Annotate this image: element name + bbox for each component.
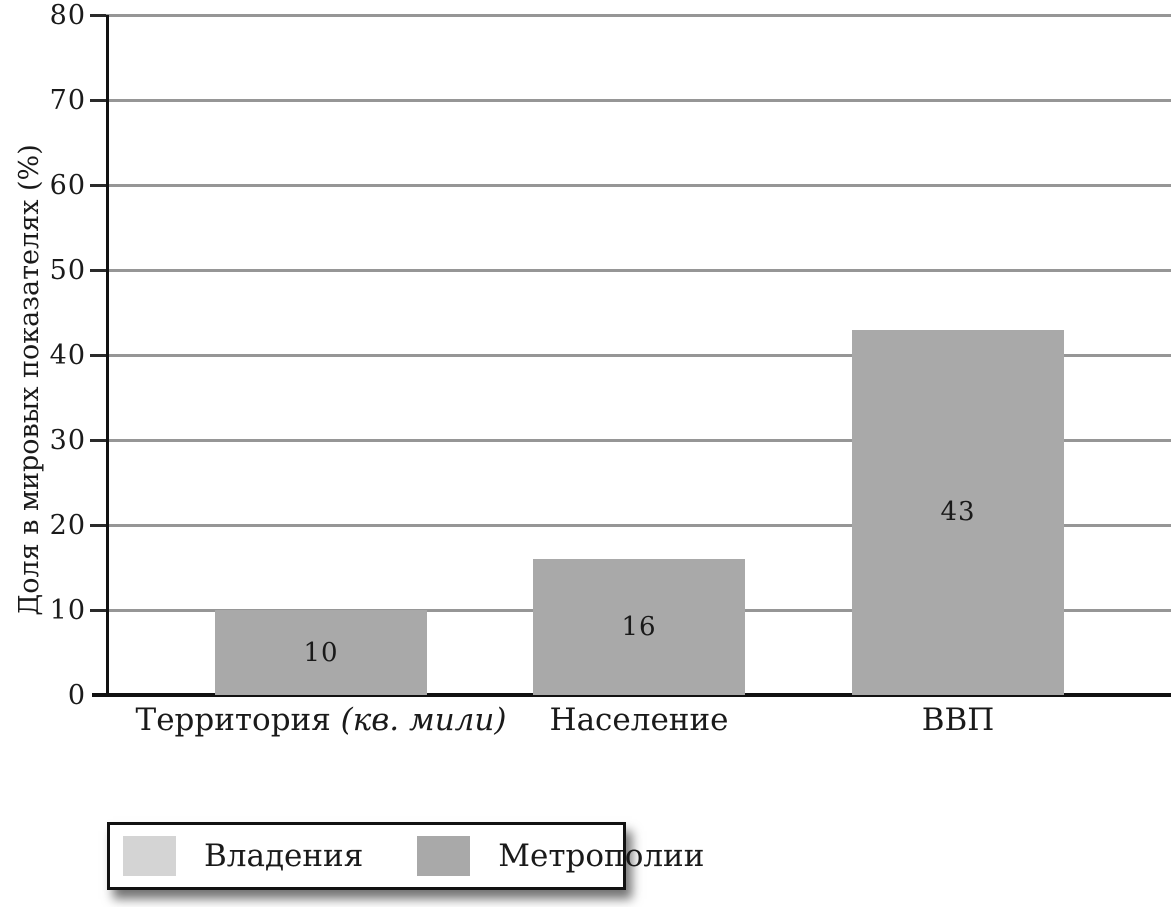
gridline bbox=[106, 184, 1171, 187]
gridline bbox=[106, 99, 1171, 102]
x-category-label: Территория (кв. мили) bbox=[106, 702, 536, 738]
gridline bbox=[106, 524, 1171, 527]
x-category-text: ВВП bbox=[921, 702, 995, 738]
y-tick-label: 20 bbox=[49, 510, 86, 541]
gridline bbox=[106, 14, 1171, 17]
bar-3: 43 bbox=[852, 329, 1064, 695]
y-tick-label: 50 bbox=[49, 255, 86, 286]
bar-value-label: 10 bbox=[303, 637, 339, 668]
y-tick-mark bbox=[90, 99, 106, 102]
x-category-label: Население bbox=[424, 702, 854, 738]
gridline bbox=[106, 439, 1171, 442]
x-category-text: Территория bbox=[135, 702, 341, 738]
legend-swatch bbox=[123, 836, 176, 876]
y-tick-mark bbox=[90, 609, 106, 612]
y-tick-label: 0 bbox=[67, 680, 86, 711]
y-tick-label: 30 bbox=[49, 425, 86, 456]
gridline bbox=[106, 354, 1171, 357]
x-category-label: ВВП bbox=[743, 702, 1171, 738]
bar-2: 16 bbox=[533, 559, 745, 695]
y-tick-mark bbox=[90, 354, 106, 357]
y-tick-label: 80 bbox=[49, 0, 86, 31]
bar-1: 10 bbox=[215, 610, 427, 695]
y-tick-mark bbox=[90, 14, 106, 17]
y-tick-label: 40 bbox=[49, 340, 86, 371]
x-axis-line bbox=[92, 693, 1171, 697]
y-tick-label: 70 bbox=[49, 85, 86, 116]
y-tick-mark bbox=[90, 524, 106, 527]
legend-item: Метрополии bbox=[417, 836, 704, 876]
legend-swatch bbox=[417, 836, 471, 876]
bar-value-label: 16 bbox=[621, 612, 657, 642]
y-tick-label: 10 bbox=[49, 595, 86, 626]
y-tick-mark bbox=[90, 439, 106, 442]
legend-item: Владения bbox=[123, 836, 363, 876]
y-tick-mark bbox=[90, 184, 106, 187]
y-axis-line bbox=[106, 15, 109, 697]
x-category-text-italic: (кв. мили) bbox=[340, 702, 507, 738]
legend-label: Метрополии bbox=[498, 838, 705, 874]
y-tick-label: 60 bbox=[49, 170, 86, 201]
legend-label: Владения bbox=[204, 838, 364, 874]
bar-value-label: 43 bbox=[940, 497, 976, 528]
y-tick-mark bbox=[90, 269, 106, 272]
gridline bbox=[106, 269, 1171, 272]
x-category-text: Население bbox=[549, 702, 729, 738]
legend: Владения Метрополии bbox=[107, 822, 704, 890]
